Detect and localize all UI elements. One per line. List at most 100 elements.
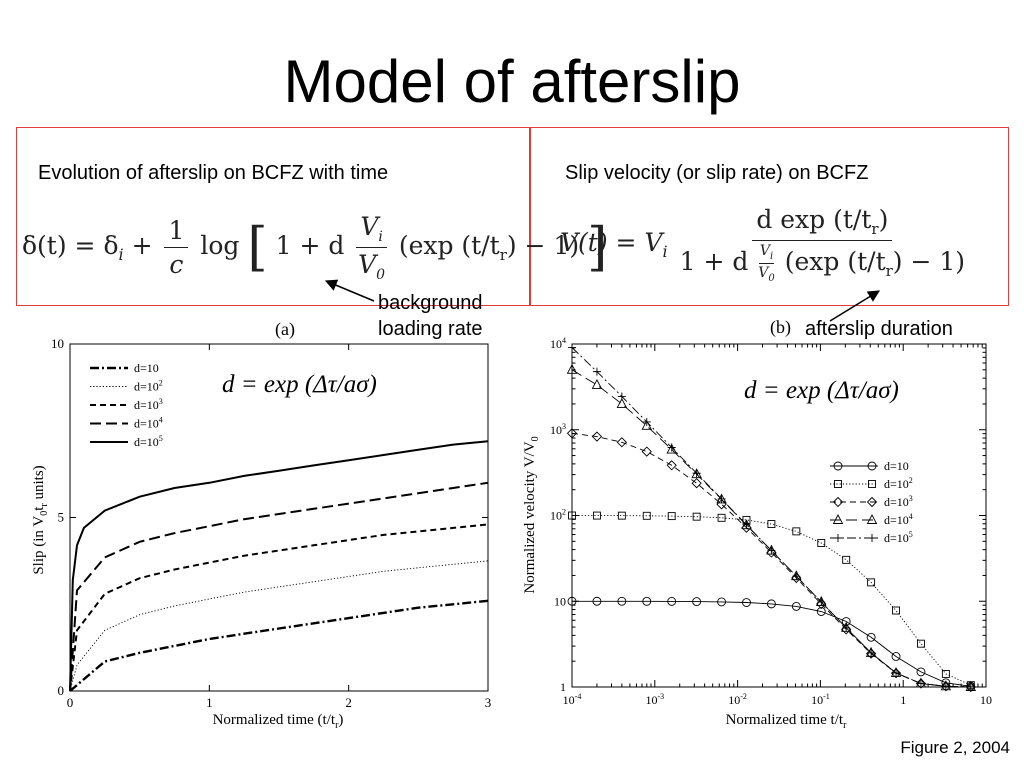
panel-a-formula: d = exp (Δτ/aσ) [222,371,377,398]
b-series-2-point [667,512,676,521]
eq-frac-den: c [169,250,184,279]
b-series-line-1 [572,600,971,687]
eq-bracket-close: ] [587,217,608,278]
a-series-line-3 [69,523,489,692]
a-ytick-label: 5 [58,510,65,525]
b-series-1-point [816,607,826,616]
b-series-1-point [916,667,926,677]
b-series-5-point [892,668,901,677]
b-series-2-point [692,512,701,521]
panel-b-label: (b) [770,317,791,338]
eq2-lhs-sub: i [662,241,668,261]
eq2-den-v0: V [758,264,769,281]
b-legend-marker [832,514,844,524]
a-legend-label: d=102 [134,379,163,394]
b-series-4-point [616,397,628,408]
b-series-3-point [890,668,902,679]
b-series-3-point [616,437,627,448]
eq2-num-sub: r [871,220,879,238]
eq-exp-sub: r [499,246,507,264]
b-legend-marker [834,480,842,488]
eq-plus: + [131,231,153,260]
eq2-den-vi: V [759,243,770,259]
b-series-3-point [865,648,877,659]
b-legend-marker [868,480,876,488]
b-legend-marker [868,534,876,542]
b-series-2-point [892,606,900,615]
eq-v0: V [358,250,377,279]
b-series-5-point [966,683,975,691]
eq-frac: 1 c [164,216,189,279]
annotation-line-1: background [378,292,483,314]
b-series-5-point [842,623,851,632]
eq-exp-end: ) − 1) [506,231,580,260]
panel-b-chart: (b) d = exp (Δτ/aσ) Normalized time t/tr… [522,317,992,731]
b-series-1-point [766,599,776,609]
eq-vi: V [360,212,379,241]
b-series-5-point [916,679,925,688]
a-legend-label: d=104 [134,416,163,431]
arrow-afterslip-duration [829,290,881,322]
b-ytick-label: 103 [550,422,566,437]
a-legend-label: d=103 [134,397,163,412]
eq-frac-num: 1 [164,216,189,248]
b-series-5-point [867,648,876,657]
b-series-3-point [641,446,652,457]
b-series-2-point [592,511,601,520]
panel-b-formula: d = exp (Δτ/aσ) [744,377,899,404]
b-series-2-point [767,520,776,528]
b-series-1-point [592,596,602,606]
eq-bracket-open: [ [247,217,268,278]
b-series-5-point [817,598,826,607]
eq2-den-start: 1 + d [679,246,749,276]
eq-vratio: Vi V0 [356,212,387,283]
b-series-5-point [792,572,801,581]
eq2-num-end: ) [878,205,889,234]
b-ytick-label: 104 [550,336,566,351]
b-legend-marker [866,514,878,524]
b-series-2-point [642,511,651,520]
a-xtick-label: 1 [206,695,213,710]
eq-exp-part: (exp (t/t [398,231,500,260]
right-equation-box [529,127,1009,306]
b-legend-label: d=102 [884,476,913,491]
afterslip-duration-annotation: afterslip duration [805,318,953,340]
b-series-2-point [842,555,851,564]
b-ytick-label: 102 [550,508,566,523]
b-series-4-point [666,443,677,454]
b-series-5-point [617,392,626,401]
b-series-line-4 [571,369,971,688]
b-series-3-point [965,681,976,693]
annotation-line-2: loading rate [378,318,483,340]
eq2-den-vratio: Vi V0 [758,243,775,284]
b-series-1-point [617,596,627,606]
a-legend-label: d=105 [134,434,163,449]
b-series-5-point [642,417,651,426]
a-ytick-label: 0 [58,683,65,698]
b-series-2-point [867,578,876,587]
b-series-1-point [891,652,901,661]
eq2-den-exp-sub: r [885,261,893,280]
panel-a-xlabel: Normalized time (t/tr) [213,712,344,731]
eq2-frac: d exp (t/tr) 1 + d Vi V0 (exp (t/tr) − 1… [680,205,965,284]
b-series-line-3 [571,432,971,688]
a-xtick-label: 2 [345,695,352,710]
b-legend-marker [833,461,843,471]
b-xtick-label: 10 [980,693,992,707]
b-legend-marker [832,496,844,508]
b-series-5-point [767,546,776,555]
left-equation-box [16,127,531,306]
b-series-2-point [717,513,726,522]
b-series-1-point [567,596,577,606]
b-xtick-label: 10-3 [645,692,664,707]
a-series-line-4 [69,481,489,692]
eq2-num: d exp (t/t [756,205,872,234]
eq2-den-v0-sub: 0 [768,272,775,284]
b-series-2-point [617,511,626,520]
a-ytick-label: 10 [51,336,64,351]
b-series-5-point [717,494,726,503]
arrow-background-loading [324,279,375,302]
b-series-5-point [592,367,601,376]
a-legend-label: d=10 [134,361,159,375]
velocity-equation: V(t) = Vi d exp (t/tr) 1 + d Vi V0 (exp … [560,205,969,284]
